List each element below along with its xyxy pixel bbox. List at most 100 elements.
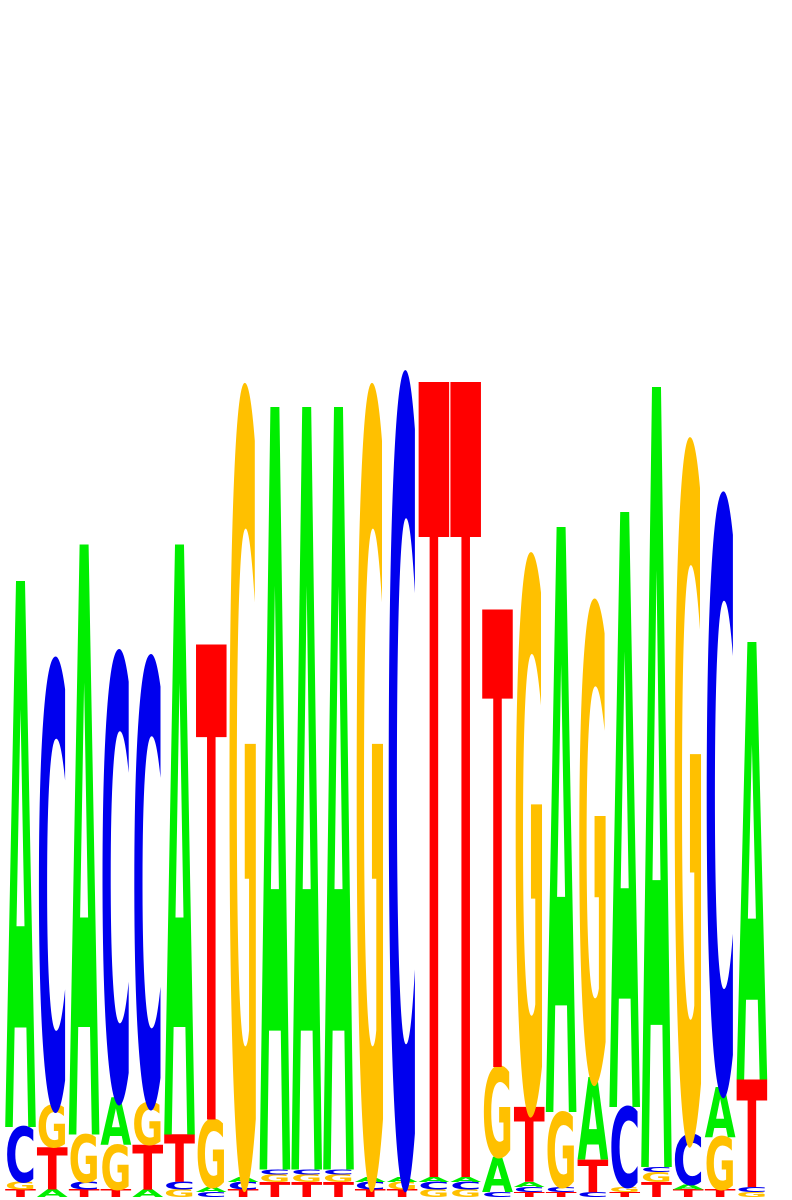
logo-letter-C: C bbox=[355, 1180, 386, 1192]
logo-letter-T: T bbox=[228, 1187, 260, 1199]
logo-letter-G: G bbox=[609, 1186, 640, 1194]
logo-letter-C: C bbox=[323, 1168, 354, 1176]
logo-letter-C: C bbox=[641, 1166, 672, 1174]
logo-letter-G: G bbox=[132, 1090, 163, 1159]
logo-letter-T: T bbox=[37, 1136, 68, 1200]
logo-letter-C: C bbox=[5, 1113, 36, 1200]
logo-letter-A: A bbox=[450, 1176, 482, 1184]
logo-letter-C: C bbox=[100, 537, 131, 1200]
logo-letter-A: A bbox=[5, 434, 36, 1200]
logo-letter-A: A bbox=[736, 524, 767, 1200]
logo-letter-T: T bbox=[450, 167, 481, 1200]
logo-letter-T: T bbox=[323, 1178, 354, 1200]
logo-letter-G: G bbox=[323, 1172, 354, 1184]
logo-letter-A: A bbox=[387, 1176, 419, 1184]
logo-letter-A: A bbox=[100, 1084, 131, 1160]
logo-letter-A: A bbox=[132, 1187, 164, 1199]
logo-letter-A: A bbox=[259, 199, 290, 1200]
logo-letter-C: C bbox=[196, 1191, 227, 1199]
logo-letter-A: A bbox=[609, 351, 640, 1200]
logo-letter-G: G bbox=[705, 1123, 736, 1200]
logo-letter-C: C bbox=[259, 1168, 290, 1176]
logo-letter-T: T bbox=[69, 1187, 101, 1199]
logo-letter-C: C bbox=[291, 1168, 322, 1176]
logo-letter-G: G bbox=[37, 1092, 68, 1161]
logo-letter-G: G bbox=[259, 1172, 290, 1184]
logo-letter-G: G bbox=[164, 1187, 195, 1199]
logo-letter-T: T bbox=[387, 1187, 419, 1199]
logo-letter-A: A bbox=[418, 1176, 450, 1184]
logo-letter-C: C bbox=[37, 544, 68, 1200]
logo-letter-A: A bbox=[69, 384, 100, 1200]
logo-letter-G: G bbox=[577, 478, 608, 1200]
logo-letter-T: T bbox=[705, 1187, 737, 1199]
logo-letter-C: C bbox=[482, 1191, 513, 1199]
logo-letter-A: A bbox=[37, 1187, 69, 1199]
logo-letter-T: T bbox=[100, 1187, 132, 1199]
logo-letter-G: G bbox=[196, 1101, 227, 1200]
logo-letter-T: T bbox=[609, 1191, 640, 1199]
logo-letter-G: G bbox=[546, 1093, 577, 1200]
logo-letter-T: T bbox=[291, 1178, 322, 1200]
logo-letter-T: T bbox=[641, 1178, 672, 1200]
logo-letter-G: G bbox=[387, 1180, 418, 1192]
logo-letter-G: G bbox=[514, 414, 545, 1200]
logo-letter-A: A bbox=[228, 1176, 260, 1184]
logo-letter-G: G bbox=[291, 1172, 322, 1184]
logo-letter-G: G bbox=[228, 183, 259, 1200]
logo-letter-C: C bbox=[514, 1186, 545, 1194]
logo-letter-C: C bbox=[546, 1186, 577, 1194]
logo-letter-C: C bbox=[132, 542, 163, 1200]
logo-letter-T: T bbox=[5, 1187, 37, 1199]
logo-letter-C: C bbox=[673, 1122, 704, 1200]
logo-letter-T: T bbox=[514, 1191, 545, 1199]
logo-letter-G: G bbox=[736, 1191, 767, 1199]
logo-letter-T: T bbox=[355, 1187, 387, 1199]
logo-letter-G: G bbox=[641, 1169, 672, 1185]
logo-letter-A: A bbox=[323, 199, 354, 1200]
logo-letter-A: A bbox=[577, 1056, 608, 1188]
logo-letter-A: A bbox=[482, 1149, 513, 1200]
logo-letter-A: A bbox=[355, 1176, 387, 1184]
logo-letter-C: C bbox=[450, 1180, 481, 1192]
logo-letter-T: T bbox=[673, 1187, 705, 1199]
logo-letter-A: A bbox=[641, 174, 672, 1200]
logo-letter-G: G bbox=[100, 1134, 131, 1200]
logo-letter-C: C bbox=[418, 1180, 449, 1192]
logo-letter-T: T bbox=[546, 1191, 577, 1199]
logo-letter-T: T bbox=[196, 514, 227, 1200]
logo-letter-A: A bbox=[673, 1183, 705, 1191]
logo-letter-G: G bbox=[673, 263, 704, 1200]
logo-letter-C: C bbox=[164, 1180, 195, 1192]
logo-letter-T: T bbox=[736, 1050, 767, 1200]
logo-letter-A: A bbox=[546, 368, 577, 1200]
logo-letter-G: G bbox=[482, 1042, 513, 1187]
logo-letter-T: T bbox=[514, 1086, 545, 1200]
logo-letter-T: T bbox=[132, 1133, 163, 1200]
logo-letter-C: C bbox=[736, 1186, 767, 1194]
logo-letter-A: A bbox=[705, 1075, 736, 1154]
logo-letter-C: C bbox=[609, 1085, 640, 1200]
